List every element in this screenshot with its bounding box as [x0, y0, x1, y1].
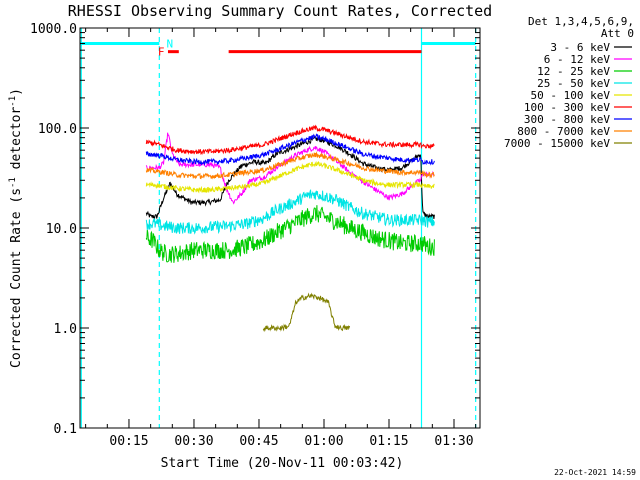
x-tick-label: 00:30 — [174, 434, 213, 449]
x-tick-label: 00:15 — [109, 434, 148, 449]
legend-entry-label: 3 - 6 keV — [550, 41, 610, 54]
series-line — [145, 205, 435, 263]
legend-header-line1: Det 1,3,4,5,6,9, — [528, 15, 634, 28]
generated-timestamp: 22-Oct-2021 14:59 — [554, 468, 636, 477]
legend-entry-label: 7000 - 15000 keV — [504, 137, 610, 150]
y-tick-label: 10.0 — [46, 222, 77, 237]
y-tick-label: 1.0 — [54, 322, 77, 337]
x-tick-label: 00:45 — [239, 434, 278, 449]
series-line — [145, 133, 435, 167]
legend-entry-label: 6 - 12 keV — [544, 53, 611, 66]
series-line — [145, 188, 435, 235]
series-line — [145, 124, 435, 156]
legend-entry-label: 25 - 50 keV — [537, 77, 610, 90]
y-tick-label: 1000.0 — [30, 22, 77, 37]
x-tick-label: 01:00 — [304, 434, 343, 449]
legend-entry-label: 100 - 300 keV — [524, 101, 610, 114]
x-tick-label: 01:30 — [434, 434, 473, 449]
chart-title: RHESSI Observing Summary Count Rates, Co… — [68, 2, 492, 20]
series-line — [145, 151, 435, 180]
x-tick-label: 01:15 — [369, 434, 408, 449]
axes: 1000.0 100.0 10.0 1.0 0.1 00:15 00:30 00:45 01:0… — [30, 22, 481, 449]
flag-letter: N — [167, 37, 174, 50]
series-layer: FN — [80, 28, 477, 428]
legend-entry-label: 12 - 25 keV — [537, 65, 610, 78]
y-tick-label: 100.0 — [38, 122, 77, 137]
legend-entry-label: 50 - 100 keV — [531, 89, 611, 102]
series-line — [145, 160, 435, 194]
legend-header-line2: Att 0 — [601, 27, 634, 40]
flag-letter: F — [158, 46, 165, 59]
series-line — [262, 292, 351, 333]
y-tick-label: 0.1 — [54, 422, 77, 437]
y-axis-label: Corrected Count Rate (s-1 detector-1) — [8, 88, 24, 368]
x-axis-label: Start Time (20-Nov-11 00:03:42) — [161, 456, 404, 471]
legend-entry-label: 300 - 800 keV — [524, 113, 610, 126]
legend-entry-label: 800 - 7000 keV — [517, 125, 610, 138]
